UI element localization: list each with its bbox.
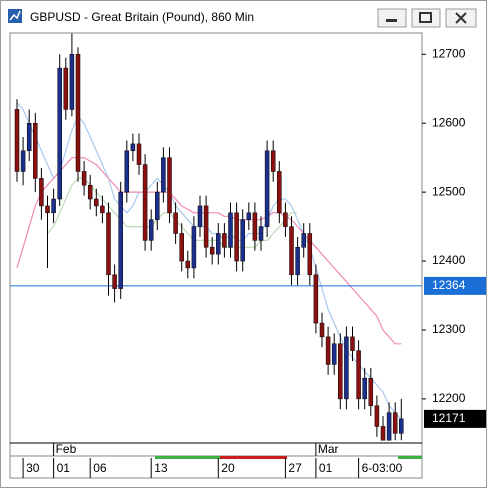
x-tick-label: 30: [26, 461, 40, 475]
candle-body: [289, 226, 294, 276]
candle-body: [270, 150, 276, 172]
candle-body: [118, 191, 123, 289]
candle-body: [228, 212, 233, 248]
candle-body: [319, 322, 325, 338]
candle-body: [136, 143, 142, 165]
candle-body: [392, 412, 398, 434]
y-tick-label: 12300: [432, 322, 466, 336]
moving-average: [47, 177, 298, 248]
candle-body: [20, 150, 26, 172]
candle-body: [283, 212, 288, 227]
candle-body: [344, 336, 349, 400]
date-row: [9, 455, 423, 479]
moving-average: [16, 102, 402, 420]
close-button[interactable]: [445, 8, 477, 28]
candle-body: [57, 67, 62, 200]
candle-body: [39, 178, 44, 207]
candle-body: [155, 191, 160, 220]
candle-body: [362, 377, 367, 400]
candle-body: [87, 184, 93, 200]
session-strip: [220, 456, 287, 459]
candle-body: [356, 350, 361, 400]
candle-body: [380, 426, 386, 441]
candle-body: [26, 122, 32, 152]
candle-body: [325, 336, 331, 365]
candle-body: [112, 274, 117, 289]
x-tick-label: 01: [57, 461, 71, 475]
candle-body: [264, 150, 270, 227]
moving-average: [16, 157, 402, 345]
y-tick-label: 12700: [432, 46, 466, 60]
maximize-button[interactable]: [411, 8, 441, 28]
candle-body: [313, 274, 319, 324]
candle-body: [234, 212, 239, 262]
candle-body: [399, 418, 404, 434]
x-tick-label: 01: [319, 461, 333, 475]
candle-body: [386, 412, 392, 441]
x-tick-label: 20: [221, 461, 235, 475]
candle-body: [203, 205, 209, 248]
y-tick-label: 12400: [432, 253, 466, 267]
candle-body: [179, 233, 184, 262]
candle-body: [45, 205, 50, 214]
candle-body: [277, 171, 282, 214]
candle-body: [161, 157, 166, 193]
app-icon-glyph: [9, 10, 21, 21]
candle-body: [191, 226, 197, 269]
candle-body: [185, 260, 191, 269]
candle-body: [148, 219, 154, 241]
month-label: Feb: [56, 442, 77, 456]
candle-body: [100, 205, 105, 214]
candle-body: [197, 205, 203, 227]
candle-body: [51, 198, 56, 214]
last-price-label: 12171: [432, 411, 466, 425]
candle-body: [368, 377, 374, 407]
candle-body: [142, 164, 148, 241]
candle-body: [240, 219, 245, 262]
candle-body: [130, 143, 136, 152]
candle-body: [374, 405, 380, 427]
candle-body: [216, 233, 221, 255]
candle-body: [81, 171, 87, 186]
y-tick-label: 12500: [432, 184, 466, 198]
candle-body: [252, 212, 258, 241]
candle-body: [106, 212, 111, 276]
session-strip: [155, 456, 220, 459]
session-strip: [398, 456, 422, 459]
candle-body: [167, 157, 172, 214]
candle-body: [94, 198, 99, 207]
candle-body: [209, 247, 215, 255]
last-price-marker: [424, 409, 486, 428]
chart: 12200 12300 12400 12500 12600 12700 30 01 06 13 20…: [10, 33, 486, 478]
candle-body: [307, 233, 313, 276]
candle-body: [75, 54, 81, 172]
candle-body: [246, 212, 252, 220]
minimize-button[interactable]: [377, 8, 407, 28]
month-label: Mar: [318, 442, 339, 456]
candle-body: [63, 67, 69, 110]
x-tick-label: 06: [93, 461, 107, 475]
y-tick-label: 12600: [432, 115, 466, 129]
price-level-marker: [424, 276, 486, 295]
candle-body: [222, 233, 227, 248]
candle-body: [301, 233, 306, 248]
candle-body: [295, 247, 300, 276]
candle-body: [173, 212, 178, 234]
candle-body: [124, 150, 130, 193]
candle-body: [338, 343, 343, 400]
candle-body: [350, 336, 355, 351]
price-level-label: 12364: [432, 278, 466, 292]
candle-body: [33, 122, 38, 179]
x-tick-label: 27: [288, 461, 302, 475]
candle-body: [69, 54, 75, 110]
candle-body: [14, 109, 20, 172]
window-title: GBPUSD - Great Britain (Pound), 860 Min: [30, 10, 254, 24]
x-tick-label: 6-03:00: [362, 461, 403, 475]
candle-body: [258, 226, 264, 241]
candle-body: [331, 343, 337, 365]
x-tick-label: 13: [154, 461, 168, 475]
y-tick-label: 12200: [432, 391, 466, 405]
